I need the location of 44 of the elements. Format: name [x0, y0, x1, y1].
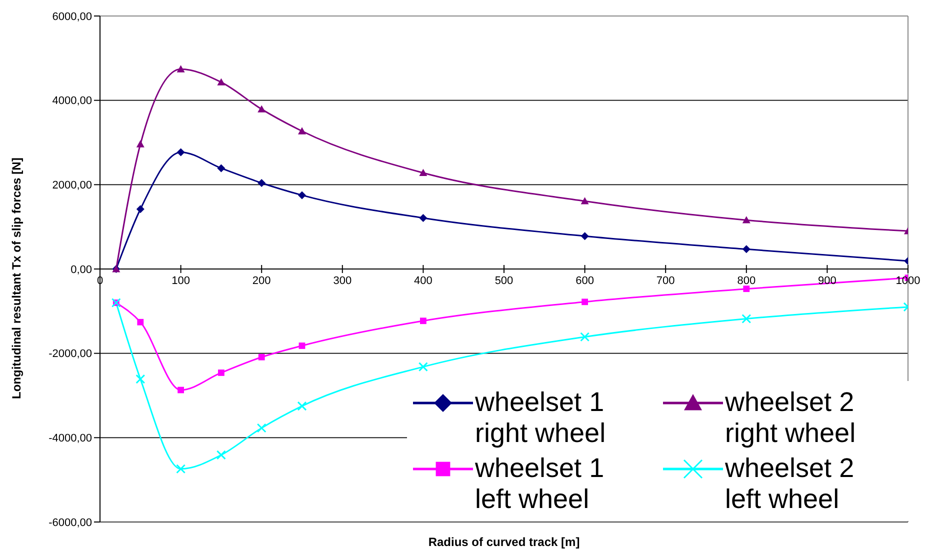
point: [742, 245, 750, 254]
point: [743, 286, 750, 292]
point: [298, 127, 306, 134]
point: [178, 386, 184, 394]
point: [580, 197, 589, 204]
legend-label: wheelset 2 left wheel: [725, 453, 856, 515]
x-tick-label: 600: [576, 275, 594, 287]
point: [580, 232, 589, 240]
x-tick-label: 400: [414, 275, 432, 287]
point: [258, 178, 266, 187]
point: [298, 342, 306, 349]
point: [218, 370, 224, 376]
point: [258, 105, 266, 112]
point: [258, 354, 265, 360]
point: [217, 78, 226, 86]
point: [176, 65, 185, 72]
legend-label: wheelset 1 left wheel: [475, 453, 606, 515]
x-axis-title: Radius of curved track [m]: [428, 535, 580, 549]
point: [137, 318, 144, 326]
y-tick-label: 0,00: [70, 264, 92, 276]
x-tick-label: 1000: [896, 275, 920, 287]
point: [136, 205, 144, 214]
x-tick-label: 800: [737, 275, 756, 287]
point: [582, 298, 588, 306]
x-tick-label: 700: [656, 275, 675, 287]
point: [419, 214, 428, 222]
point: [742, 216, 750, 224]
y-tick-label: -6000,00: [48, 516, 92, 529]
y-axis-title: Longitudinal resultant Tx of slip forces [N]: [9, 158, 24, 399]
point: [420, 318, 426, 324]
point: [176, 148, 185, 156]
point: [136, 140, 144, 148]
point: [298, 191, 306, 200]
y-tick-label: 2000,00: [52, 180, 92, 192]
x-tick-label: 500: [494, 275, 514, 287]
point: [419, 168, 428, 176]
point: [217, 164, 226, 172]
y-tick-label: 4000,00: [52, 95, 92, 108]
y-tick-label: -2000,00: [48, 348, 92, 360]
y-tick-label: 6000,00: [52, 10, 92, 23]
x-tick-label: 300: [333, 275, 352, 287]
x-tick-label: 100: [172, 275, 190, 287]
x-tick-label: 200: [252, 275, 271, 287]
y-tick-label: -4000,00: [48, 432, 92, 445]
